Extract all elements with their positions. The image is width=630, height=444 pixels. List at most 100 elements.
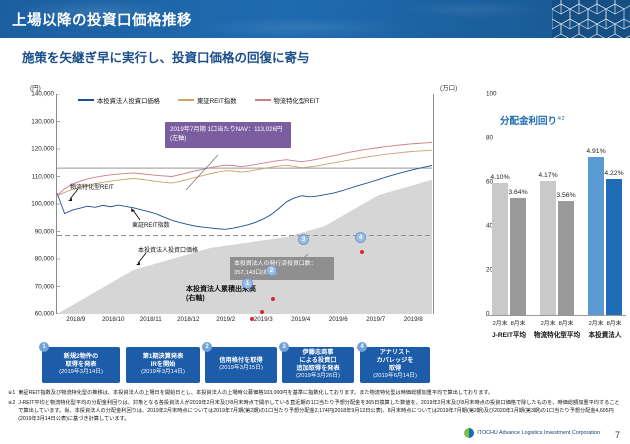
timeline-event-date: (2019年3月14日) [59,369,103,376]
x-axis-tick-label: 2019/4 [291,316,311,323]
chart-marker-2[interactable]: 2 [266,265,277,276]
x-axis-tick-label: 2019/2 [216,316,236,323]
yield-bar-period-label: 8月末 [510,321,526,327]
yield-bar-period-label: 8月末 [606,321,622,327]
footnote-2-text: J-REIT平均と物流特化型平均の分配金利回りは、対象となる各投資法人が2019… [18,400,620,423]
y-axis-tick-label: 140,000 [31,90,54,98]
yield-bar-value-label: 4.10% [490,174,510,182]
yield-bar: 4.91% [586,148,606,315]
company-logo: ITOCHU Advance Logistics Investment Corp… [464,428,600,438]
footnote-2: ※2 J-REIT平均と物流特化型平均の分配金利回りは、対象となる各投資法人が2… [8,399,622,423]
timeline-event-number: 3 [279,342,289,352]
y2-axis-tick-label: 100 [486,90,497,98]
timeline-event-number: 2 [202,342,212,352]
right-axis-unit: (万口) [440,85,458,92]
accumulated-volume-area [57,179,432,314]
y-axis-tick-label: 120,000 [31,145,54,153]
yield-bar-period-label: 2月末 [492,321,508,327]
yield-bar-category-label: 本投資法人 [588,332,622,339]
yield-bar: 4.10% [490,174,510,315]
yield-bar-period-label: 8月末 [558,321,574,327]
timeline-event-title: 第1期決算発表 IRを開始 [142,353,184,369]
y-axis-tick-label: 100,000 [31,200,54,208]
chart-marker-4[interactable]: 4 [355,232,366,243]
timeline-event-date: (2019年3月26日) [296,373,340,380]
footnote-1: ※1 東証REIT指数及び物流特化型の推移は、本投資法人の上場日を開始日とし、本… [8,389,622,397]
chart-marker-1[interactable]: 1 [242,278,253,289]
yield-bar-category-label: J-REIT平均 [491,332,527,339]
legend-item-logistics-reit: 物流特化型REIT [254,96,320,105]
legend-swatch-tse-reit [177,99,194,101]
x-axis-tick-label: 2019/6 [328,316,348,323]
page-title: 上場以降の投資口価格推移 [12,13,192,29]
y2-axis-tick-label: 20 [486,266,494,274]
timeline-event-box[interactable]: 信用格付を取得 (2019年3月15日) [205,347,277,383]
left-axis-unit: (円) [30,85,41,92]
series-arrow-own [136,252,147,265]
x-axis-tick-label: 2018/10 [102,316,125,323]
units-outstanding-callout: 本投資法人の発行済投資口数：357,143口(右軸) [230,257,334,281]
series-tag-logistics-reit: 物流特化型REIT [70,185,114,191]
yield-bar-category-label: 物流特化型平均 [533,332,581,339]
header-cube-pattern [552,0,630,38]
accumulated-volume-label: 本投資法人累積出来高 (右軸) [186,286,256,303]
y-axis-tick-label: 110,000 [31,173,54,180]
series-arrow-tse [131,208,141,221]
timeline-event-box[interactable]: 新規2物件の 取得を発表 (2019年3月14日) [42,347,120,383]
x-axis-tick-label: 2018/12 [177,316,200,323]
x-axis-tick-label: 2019/7 [366,316,386,323]
timeline-event-title: アナリスト カバレッジを 取得 [376,349,414,373]
legend-item-own-price: 本投資法人投資口価格 [78,96,160,105]
bar-chart-plot-area: 4.10% 3.64% 4.17% 3.56% 4.91% 4.22% [486,135,626,315]
yield-bar-value-label: 4.17% [538,172,558,179]
x-axis-tick-label: 2019/8 [403,316,423,323]
legend-label-logistics-reit: 物流特化型REIT [273,97,320,105]
bar-chart-title: 分配金利回り※2 [500,113,565,127]
timeline-event-date: (2019年3月15日) [219,365,263,372]
distribution-yield-chart: 分配金利回り※2 4.10% 3.64% 4.17% 3.56% 4.91% 4.22% … [482,113,628,339]
line-series-本投資法人投資口価格 [57,165,432,230]
line-series-物流特化型REIT [57,141,432,197]
timeline-event-box[interactable]: 伊藤忠商事 による投資口 追加取得を発表 (2019年3月26日) [282,347,354,383]
series-tag-tse-reit: 東証REIT指数 [132,223,170,229]
right-axis-line [433,94,434,314]
chart-event-dot-2 [260,310,264,314]
legend-swatch-logistics-reit [254,99,271,101]
chart-event-dot-3 [271,297,275,301]
timeline-event-title: 伊藤忠商事 による投資口 追加取得を発表 [296,349,340,373]
timeline-event-date: (2019年3月14日) [141,369,185,376]
timeline-events: 新規2物件の 取得を発表 (2019年3月14日) 1 第1期決算発表 IRを開始 (201… [30,342,430,385]
timeline-event-box[interactable]: アナリスト カバレッジを 取得 (2019年6月14日) [360,347,430,383]
yield-bar-value-label: 4.91% [586,148,606,156]
x-axis-tick-label: 2018/11 [139,316,162,323]
timeline-event-title: 新規2物件の 取得を発表 [63,353,99,369]
timeline-event-number: 1 [39,342,49,352]
timeline-event-title: 信用格付を取得 [219,357,263,365]
price-line-chart: (円) (万口) 60,000 70,000 80,000 90,000 100,000… [8,82,497,337]
y2-axis-tick-label: 60 [486,178,494,186]
x-axis-tick-label: 2019/3 [253,316,273,323]
footnote-1-text: 東証REIT指数及び物流特化型の推移は、本投資法人の上場日を開始日とし、本投資法… [18,390,494,396]
y2-axis-tick-label: 40 [486,222,494,230]
y-axis-tick-label: 80,000 [34,255,54,263]
cube-pattern-svg [552,0,630,38]
yield-bar: 3.56% [556,192,576,315]
y2-axis-tick-label: 80 [486,134,494,142]
footnotes: ※1 東証REIT指数及び物流特化型の推移は、本投資法人の上場日を開始日とし、本… [8,389,622,425]
line-series-svg [57,94,432,314]
legend-label-tse-reit: 東証REIT指数 [196,97,237,105]
timeline-event-box[interactable]: 第1期決算発表 IRを開始 (2019年3月14日) [126,347,200,383]
legend-swatch-own-price [78,99,94,101]
series-tag-own-price: 本投資法人投資口価格 [138,248,199,254]
chart-marker-3[interactable]: 3 [298,234,309,245]
line-series-東証REIT指数 [57,149,432,197]
chart-event-dot-4 [360,250,364,254]
y-axis-tick-label: 90,000 [34,228,54,235]
y-axis-tick-label: 60,000 [34,310,54,318]
yield-bar-value-label: 3.64% [508,189,528,196]
timeline-event-number: 4 [357,342,367,352]
chart-event-dot-1 [250,317,254,321]
yield-bar-period-label: 2月末 [540,321,556,327]
bar-chart-title-text: 分配金利回り [500,116,558,127]
y-axis-tick-label: 70,000 [34,283,54,290]
